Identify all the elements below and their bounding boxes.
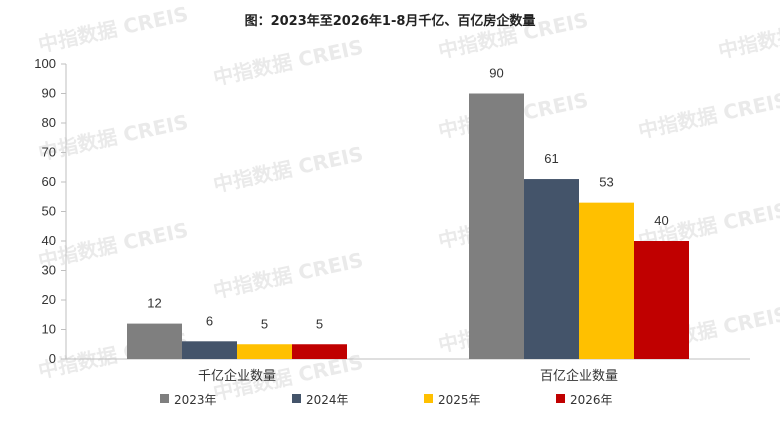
x-category-label: 千亿企业数量 bbox=[198, 368, 276, 384]
bar bbox=[579, 202, 634, 359]
data-label: 6 bbox=[206, 313, 213, 328]
legend-swatch bbox=[292, 394, 301, 403]
data-label: 12 bbox=[147, 296, 161, 311]
legend-swatch bbox=[424, 394, 433, 403]
legend-swatch bbox=[556, 394, 565, 403]
watermark-text: 中指数据 CREIS bbox=[211, 142, 365, 197]
y-tick-label: 10 bbox=[42, 322, 56, 337]
y-tick-label: 30 bbox=[42, 263, 56, 278]
legend-label: 2023年 bbox=[174, 393, 217, 407]
watermark-text: 中指数据 CREIS bbox=[36, 2, 190, 57]
y-tick-label: 90 bbox=[42, 86, 56, 101]
data-label: 40 bbox=[654, 213, 668, 228]
data-labels: 12 6 5 5 90 61 53 40 bbox=[147, 66, 668, 332]
y-tick-label: 50 bbox=[42, 204, 56, 219]
y-tick-label: 80 bbox=[42, 115, 56, 130]
data-label: 61 bbox=[544, 151, 558, 166]
legend: 2023年 2024年 2025年 2026年 bbox=[160, 393, 613, 407]
y-tick-label: 100 bbox=[34, 56, 56, 71]
watermark-text: 中指数据 CREIS bbox=[636, 88, 780, 143]
legend-label: 2026年 bbox=[570, 393, 613, 407]
data-label: 5 bbox=[261, 316, 268, 331]
x-category-label: 百亿企业数量 bbox=[540, 368, 618, 384]
watermark-text: 中指数据 CREIS bbox=[211, 248, 365, 303]
bar bbox=[182, 341, 237, 359]
bar bbox=[292, 344, 347, 359]
y-tick-label: 70 bbox=[42, 145, 56, 160]
watermark-text: 中指数据 CREIS bbox=[36, 218, 190, 273]
bar bbox=[634, 241, 689, 359]
bar bbox=[469, 93, 524, 359]
data-label: 90 bbox=[489, 66, 503, 81]
bar bbox=[127, 323, 182, 359]
y-tick-label: 60 bbox=[42, 174, 56, 189]
legend-label: 2025年 bbox=[438, 393, 481, 407]
watermark-text: 中指数据 CREIS bbox=[211, 35, 365, 90]
y-tick-label: 40 bbox=[42, 233, 56, 248]
bars bbox=[127, 93, 689, 359]
y-tick-label: 20 bbox=[42, 292, 56, 307]
watermark-text: 中指数据 CREIS bbox=[36, 110, 190, 165]
data-label: 53 bbox=[599, 175, 613, 190]
chart-title: 图：2023年至2026年1-8月千亿、百亿房企数量 bbox=[245, 13, 536, 29]
legend-label: 2024年 bbox=[306, 393, 349, 407]
bar bbox=[237, 344, 292, 359]
bar bbox=[524, 179, 579, 359]
watermark-text: 中指数据 CREIS bbox=[716, 8, 780, 63]
data-label: 5 bbox=[316, 316, 323, 331]
y-tick-label: 0 bbox=[49, 351, 56, 366]
legend-swatch bbox=[160, 394, 169, 403]
